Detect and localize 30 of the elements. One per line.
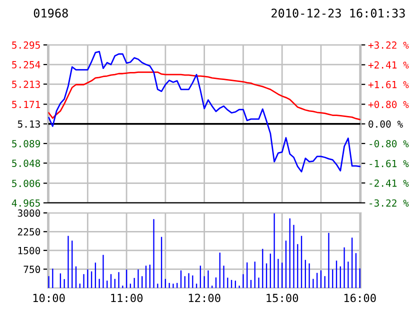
x-tick-label: 16:00	[344, 294, 376, 302]
y-tick-label: 5.213	[12, 80, 40, 88]
y-tick-label: 4.965	[12, 199, 40, 207]
y-tick-label: 5.006	[12, 180, 40, 188]
y2-tick-label: -3.22 %	[370, 199, 409, 207]
y2-tick-label: -0.80 %	[370, 140, 409, 148]
chart-subtitle: 2010-12-23 16:01:33	[272, 8, 405, 18]
y2-tick-label: 0.00 %	[368, 120, 403, 128]
y-tick-label: 3000	[18, 209, 40, 217]
y2-tick-label: +1.61 %	[368, 80, 409, 88]
y2-tick-label: +3.22 %	[368, 41, 409, 49]
chart-title: 01968	[34, 8, 68, 18]
x-tick-label: 10:00	[33, 294, 65, 302]
y2-tick-label: +0.80 %	[368, 100, 409, 108]
y-tick-label: 1500	[18, 246, 40, 254]
y-tick-label: 750	[24, 266, 40, 274]
y-tick-label: 5.171	[12, 100, 40, 108]
y-tick-label: 2250	[18, 228, 40, 236]
y-tick-label: 5.295	[12, 41, 40, 49]
y2-tick-label: -1.61 %	[370, 160, 409, 168]
y-tick-label: 5.048	[12, 160, 40, 167]
x-tick-label: 12:00	[188, 294, 220, 302]
y2-tick-label: -2.41 %	[370, 179, 409, 187]
y-tick-label: 5.254	[12, 61, 40, 68]
y-tick-label: 5.13	[18, 120, 40, 128]
x-tick-label: 11:00	[111, 294, 143, 302]
x-tick-label: 15:00	[266, 294, 298, 302]
y-tick-label: 5.089	[12, 140, 40, 148]
y2-tick-label: +2.41 %	[368, 61, 409, 68]
line-series	[48, 71, 361, 120]
